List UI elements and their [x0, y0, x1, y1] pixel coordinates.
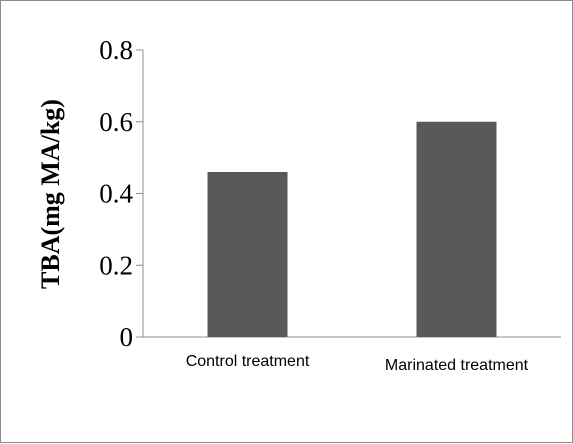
x-category-label: Marinated treatment — [385, 357, 529, 374]
y-tick-label: 0.6 — [99, 107, 133, 137]
y-axis: 0 0.2 0.4 0.6 0.8 — [99, 35, 144, 352]
bars — [207, 121, 497, 337]
y-tick-label: 0.4 — [99, 179, 133, 209]
y-axis-title: TBA(mg MA/kg) — [36, 99, 65, 289]
y-tick-label: 0.8 — [99, 35, 133, 65]
bar — [207, 171, 288, 337]
y-tick-label: 0 — [120, 322, 134, 352]
x-category-label: Control treatment — [186, 353, 310, 370]
category-labels: Control treatment Marinated treatment — [186, 353, 529, 374]
y-tick-label: 0.2 — [99, 250, 133, 280]
bar — [416, 121, 497, 337]
